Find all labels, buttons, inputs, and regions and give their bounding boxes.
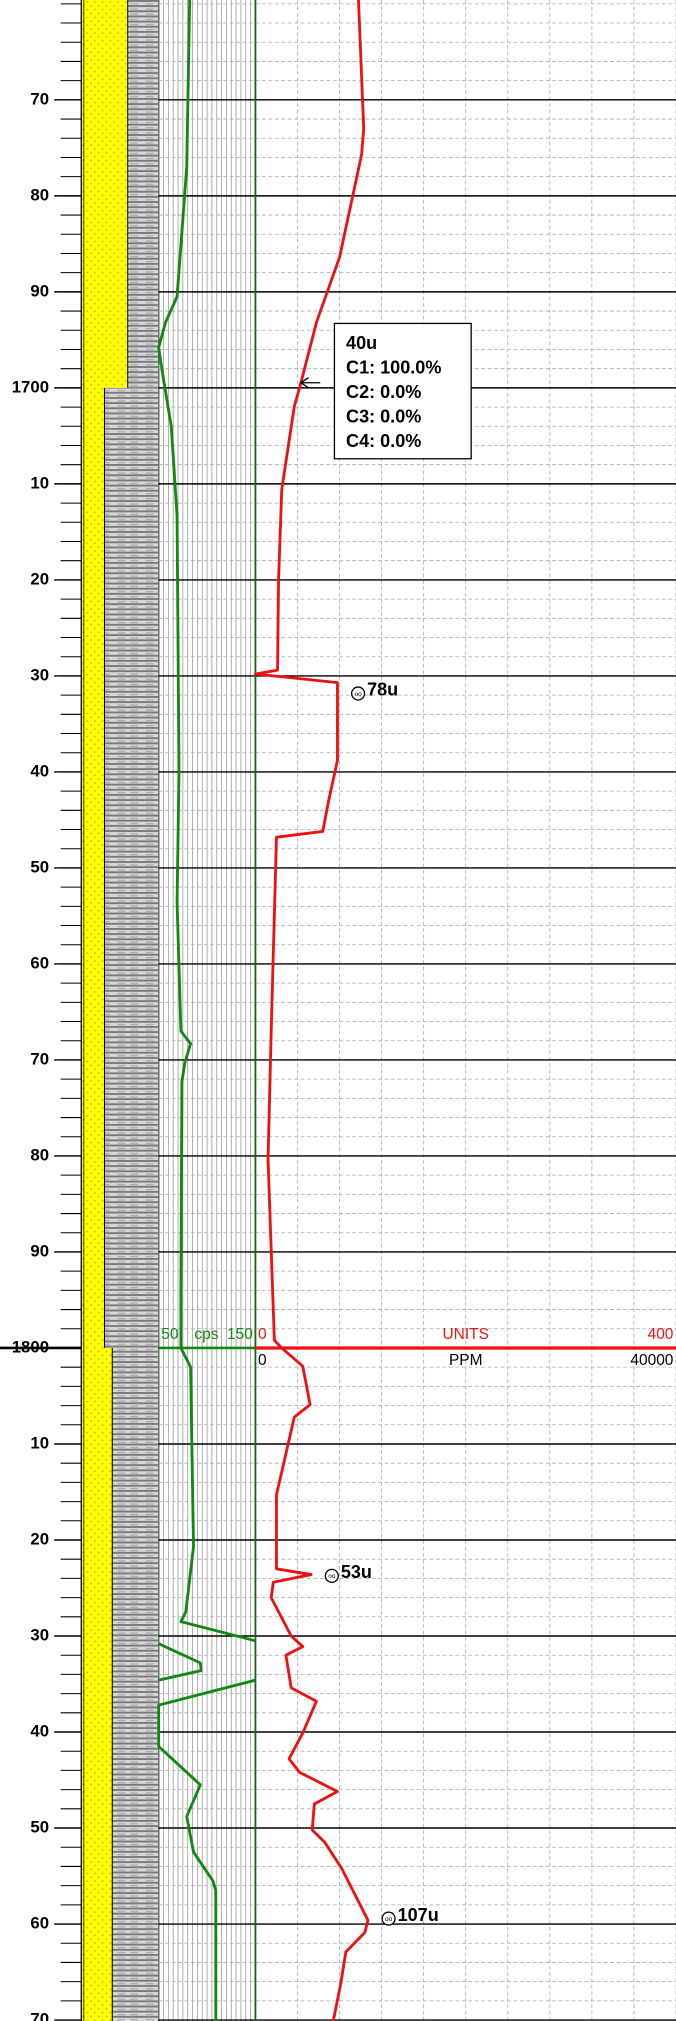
depth-label: 40 [30, 761, 49, 780]
shale-interval [128, 0, 159, 388]
annotation-icon-glyph: oo [385, 1916, 393, 1923]
annotation-line: C3: 0.0% [346, 406, 421, 426]
annotation-line: 40u [346, 333, 377, 353]
depth-label: 90 [30, 1241, 49, 1260]
depth-label: 20 [30, 1529, 49, 1548]
sand-interval [81, 388, 104, 1348]
depth-label: 1800 [12, 1337, 49, 1356]
depth-label: 20 [30, 569, 49, 588]
depth-label: 70 [30, 1049, 49, 1068]
depth-label: 70 [30, 2009, 49, 2021]
depth-label: 40 [30, 1721, 49, 1740]
alt-scale-unit: PPM [449, 1352, 483, 1369]
depth-label: 80 [30, 1145, 49, 1164]
lithology-column [81, 0, 158, 2021]
scale-min: 50 [161, 1326, 178, 1343]
annotation-icon-glyph: oo [328, 1573, 336, 1580]
scale-max: 400 [648, 1326, 674, 1343]
annotation-line: C1: 100.0% [346, 357, 441, 377]
scale-unit: cps [194, 1326, 218, 1343]
depth-label: 60 [30, 953, 49, 972]
depth-label: 10 [30, 1433, 49, 1452]
alt-scale-max: 40000 [630, 1352, 673, 1369]
scale-min: 0 [258, 1326, 267, 1343]
annotation-line: C4: 0.0% [346, 431, 421, 451]
depth-label: 80 [30, 185, 49, 204]
depth-label: 30 [30, 1625, 49, 1644]
mud-log: 70 80 90 1700 10 20 30 40 50 60 70 80 90 1800 10 20 30 40… [0, 0, 676, 2021]
sand-interval [81, 0, 127, 388]
annotation-line: C2: 0.0% [346, 382, 421, 402]
alt-scale-min: 0 [258, 1352, 267, 1369]
depth-label: 90 [30, 281, 49, 300]
depth-label: 10 [30, 473, 49, 492]
annotation: 107u [398, 1905, 439, 1925]
shale-interval [112, 1348, 158, 2021]
depth-label: 70 [30, 89, 49, 108]
page: {"chart_data":{"type":"line", "ylim":[16… [0, 0, 676, 2021]
annotation-icon-glyph: oo [354, 691, 362, 698]
annotation: 53u [341, 1562, 372, 1582]
annotation: 78u [367, 680, 398, 700]
depth-label: 30 [30, 665, 49, 684]
depth-label: 50 [30, 1817, 49, 1836]
scale-max: 150 [227, 1326, 253, 1343]
depth-label: 60 [30, 1913, 49, 1932]
scale-unit: UNITS [443, 1326, 489, 1343]
shale-interval [104, 388, 158, 1348]
depth-label: 50 [30, 857, 49, 876]
sand-interval [81, 1348, 112, 2021]
depth-label: 1700 [12, 377, 49, 396]
